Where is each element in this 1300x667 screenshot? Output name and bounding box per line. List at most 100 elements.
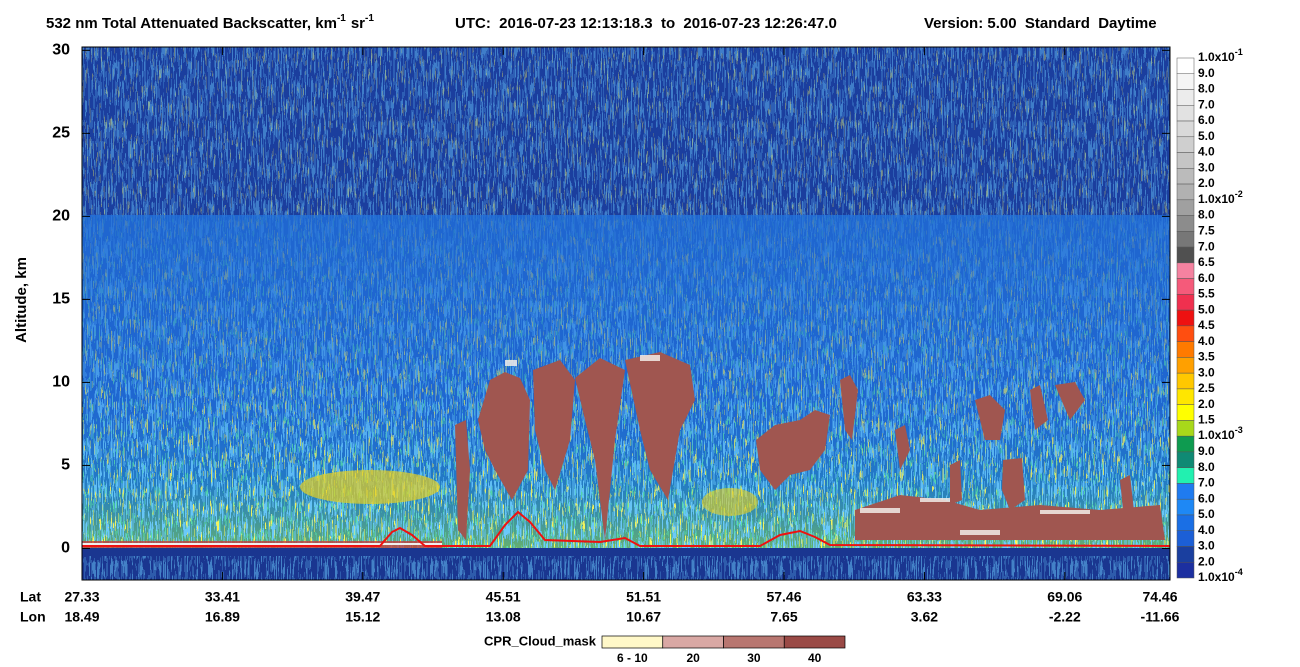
colorbar-label-base: 1.0x10	[1198, 192, 1235, 206]
lon-label: 15.12	[345, 609, 380, 625]
colorbar-label: 4.0	[1198, 523, 1215, 537]
colorbar-label: 5.0	[1198, 302, 1215, 316]
colorbar-label: 2.0	[1198, 397, 1215, 411]
colorbar-label: 7.0	[1198, 476, 1215, 490]
lat-label: 27.33	[64, 589, 99, 605]
colorbar-swatch	[1176, 73, 1195, 90]
colorbar-label: 2.0	[1198, 554, 1215, 568]
colorbar-label-exponent: -4	[1235, 567, 1243, 577]
lon-label: 16.89	[205, 609, 240, 625]
cpr-legend-swatch	[601, 635, 664, 649]
y-tick-label: 5	[61, 457, 70, 474]
colorbar-label: 1.0x10-2	[1198, 189, 1243, 206]
colorbar-label-base: 1.0x10	[1198, 428, 1235, 442]
colorbar-label-base: 1.0x10	[1198, 570, 1235, 584]
colorbar-swatch	[1176, 530, 1195, 547]
colorbar-label: 3.0	[1198, 160, 1215, 174]
colorbar-label: 1.5	[1198, 413, 1215, 427]
y-tick-label: 20	[52, 208, 70, 225]
colorbar-swatch	[1176, 388, 1195, 405]
colorbar-swatch	[1176, 105, 1195, 122]
lat-label: 45.51	[486, 589, 521, 605]
x-row-label: Lon	[20, 609, 46, 625]
lat-label: 39.47	[345, 589, 380, 605]
colorbar-label: 7.0	[1198, 239, 1215, 253]
cpr-legend-swatch	[723, 635, 785, 649]
colorbar-label: 8.0	[1198, 460, 1215, 474]
colorbar-swatch	[1176, 498, 1195, 516]
lat-label: 63.33	[907, 589, 942, 605]
colorbar-label: 9.0	[1198, 66, 1215, 80]
colorbar-swatch	[1176, 546, 1195, 563]
colorbar-label: 5.0	[1198, 507, 1215, 521]
lon-label: 18.49	[64, 609, 99, 625]
lon-label: -2.22	[1049, 609, 1081, 625]
cpr-legend-swatch	[662, 635, 724, 649]
title-part: 532 nm Total Attenuated Backscatter, km	[46, 15, 337, 32]
backscatter-image	[82, 47, 1170, 580]
colorbar-swatch	[1176, 215, 1195, 232]
colorbar-label: 5.5	[1198, 287, 1215, 301]
lat-label: 57.46	[766, 589, 801, 605]
colorbar-swatch	[1176, 451, 1195, 468]
colorbar-label: 3.0	[1198, 365, 1215, 379]
cpr-legend-swatch	[783, 635, 846, 649]
colorbar-label: 3.5	[1198, 350, 1215, 364]
chart-title-time: UTC: 2016-07-23 12:13:18.3 to 2016-07-23…	[455, 15, 837, 32]
colorbar-label: 7.0	[1198, 97, 1215, 111]
colorbar-label: 3.0	[1198, 539, 1215, 553]
colorbar-label: 8.0	[1198, 208, 1215, 222]
colorbar-swatch	[1176, 561, 1195, 579]
lon-label: -11.66	[1141, 609, 1180, 625]
colorbar-label: 1.0x10-1	[1198, 47, 1243, 64]
colorbar-label: 8.0	[1198, 82, 1215, 96]
colorbar-swatch	[1176, 309, 1195, 327]
colorbar-swatch	[1176, 136, 1195, 153]
colorbar-swatch	[1176, 341, 1195, 358]
y-tick-label: 0	[61, 540, 70, 557]
chart-title-version: Version: 5.00 Standard Daytime	[924, 15, 1157, 32]
title-exponent: -1	[337, 13, 346, 24]
colorbar-swatch	[1176, 357, 1195, 374]
x-row-label: Lat	[20, 589, 41, 605]
colorbar-label: 2.0	[1198, 176, 1215, 190]
y-axis-title: Altitude, km	[13, 257, 30, 343]
lat-label: 69.06	[1047, 589, 1082, 605]
colorbar-swatch	[1176, 199, 1195, 216]
cpr-legend-label: 40	[808, 651, 822, 665]
colorbar-swatch	[1176, 435, 1195, 453]
chart-title: 532 nm Total Attenuated Backscatter, km-…	[46, 13, 374, 32]
colorbar-swatch	[1176, 57, 1195, 75]
y-tick-label: 25	[52, 125, 70, 142]
y-tick-label: 10	[52, 374, 70, 391]
colorbar-swatch	[1176, 120, 1195, 138]
colorbar-swatch	[1176, 89, 1195, 106]
cpr-legend-label: 30	[747, 651, 761, 665]
colorbar-label: 6.0	[1198, 113, 1215, 127]
colorbar-label: 9.0	[1198, 444, 1215, 458]
colorbar-swatch	[1176, 152, 1195, 169]
colorbar-label: 4.5	[1198, 318, 1215, 332]
colorbar-swatch	[1176, 483, 1195, 500]
colorbar-label: 4.0	[1198, 334, 1215, 348]
y-tick-label: 30	[52, 42, 70, 59]
colorbar-swatch	[1176, 372, 1195, 390]
colorbar-swatch	[1176, 246, 1195, 264]
colorbar-swatch	[1176, 467, 1195, 484]
colorbar-label-base: 1.0x10	[1198, 50, 1235, 64]
colorbar-label: 1.0x10-4	[1198, 567, 1243, 584]
colorbar-swatch	[1176, 325, 1195, 342]
colorbar-label: 4.0	[1198, 145, 1215, 159]
colorbar-swatch	[1176, 514, 1195, 531]
lon-label: 7.65	[770, 609, 797, 625]
colorbar-label: 7.5	[1198, 224, 1215, 238]
colorbar-label: 2.5	[1198, 381, 1215, 395]
colorbar-label-exponent: -3	[1235, 426, 1243, 436]
lon-label: 10.67	[626, 609, 661, 625]
lat-label: 74.46	[1142, 589, 1177, 605]
lon-label: 3.62	[911, 609, 938, 625]
colorbar-label-exponent: -2	[1235, 189, 1243, 199]
lat-label: 51.51	[626, 589, 661, 605]
